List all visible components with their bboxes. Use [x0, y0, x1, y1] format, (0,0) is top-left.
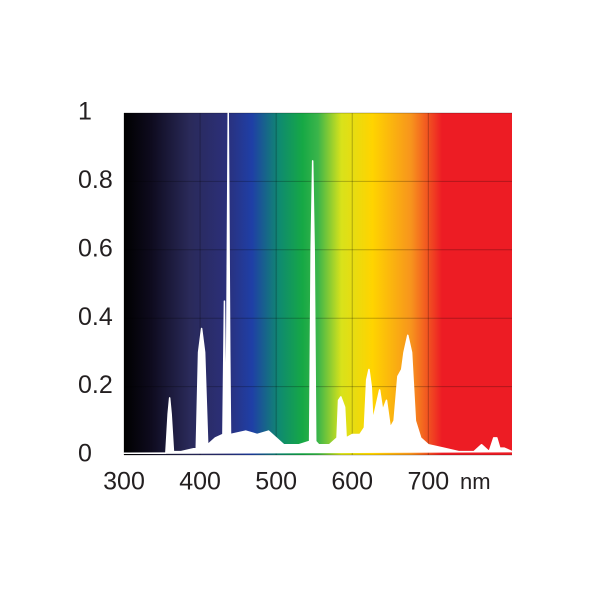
- x-axis-unit: nm: [460, 469, 491, 494]
- y-tick-label: 0.2: [78, 371, 113, 399]
- y-tick-label: 0.8: [78, 166, 113, 194]
- y-tick-label: 0.4: [78, 303, 113, 331]
- x-tick-label: 500: [255, 468, 297, 496]
- x-tick-label: 300: [103, 468, 145, 496]
- y-tick-label: 0: [78, 440, 92, 468]
- x-tick-label: 600: [331, 468, 373, 496]
- x-tick-label: 400: [179, 468, 221, 496]
- y-tick-label: 0.6: [78, 234, 113, 262]
- spectrum-area: [123, 112, 513, 455]
- y-tick-label: 1: [78, 98, 92, 126]
- x-tick-label: 700: [407, 468, 449, 496]
- spectrum-background: [124, 113, 512, 455]
